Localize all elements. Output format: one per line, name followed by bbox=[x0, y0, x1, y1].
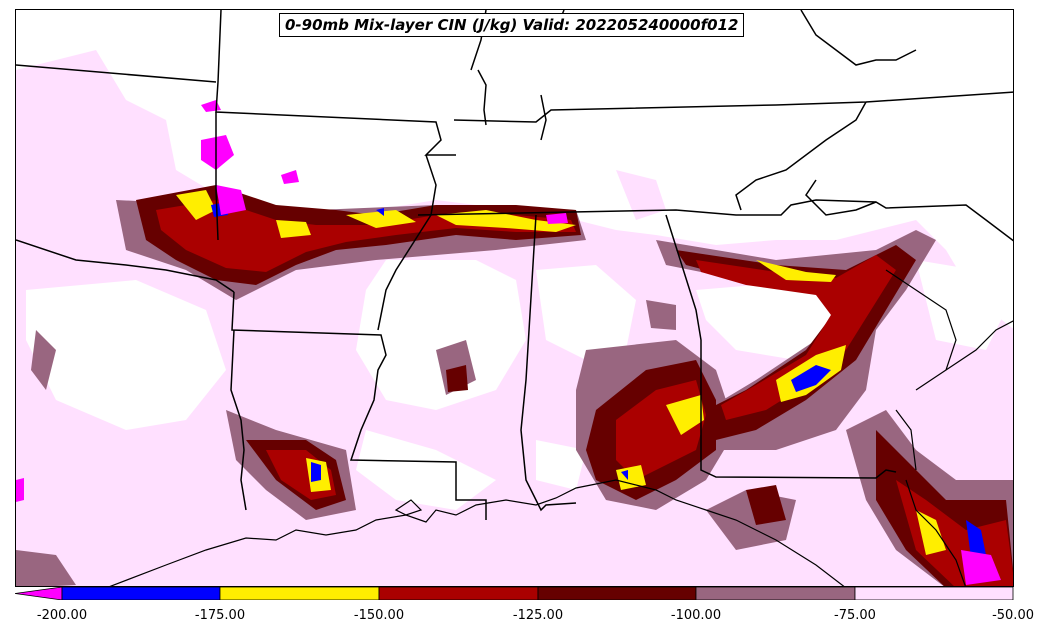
colorbar-tick-label: -200.00 bbox=[36, 608, 88, 623]
colorbar-swatch-extend bbox=[15, 587, 63, 600]
map-title: 0-90mb Mix-layer CIN (J/kg) Valid: 20220… bbox=[279, 13, 745, 37]
colorbar-swatch bbox=[219, 587, 380, 600]
colorbar-swatch bbox=[695, 587, 856, 600]
colorbar-swatch bbox=[537, 587, 697, 600]
map-area bbox=[15, 9, 1014, 587]
state-boundaries bbox=[16, 10, 1013, 520]
cin-fill-yellow bbox=[176, 190, 946, 555]
colorbar-tick-label: -125.00 bbox=[512, 608, 564, 623]
cin-map bbox=[16, 10, 1013, 586]
colorbar-swatch bbox=[854, 587, 1014, 600]
colorbar-swatch bbox=[61, 587, 221, 600]
colorbar-tick-label: -75.00 bbox=[834, 608, 876, 623]
colorbar-swatch bbox=[378, 587, 539, 600]
colorbar-tick-label: -150.00 bbox=[353, 608, 405, 623]
coastline bbox=[109, 269, 1013, 586]
colorbar-tick-label: -100.00 bbox=[670, 608, 722, 623]
colorbar-tick-label: -50.00 bbox=[992, 608, 1034, 623]
colorbar-tick-label: -175.00 bbox=[194, 608, 246, 623]
colorbar bbox=[15, 587, 1014, 600]
cin-fill-magenta bbox=[16, 100, 1001, 585]
